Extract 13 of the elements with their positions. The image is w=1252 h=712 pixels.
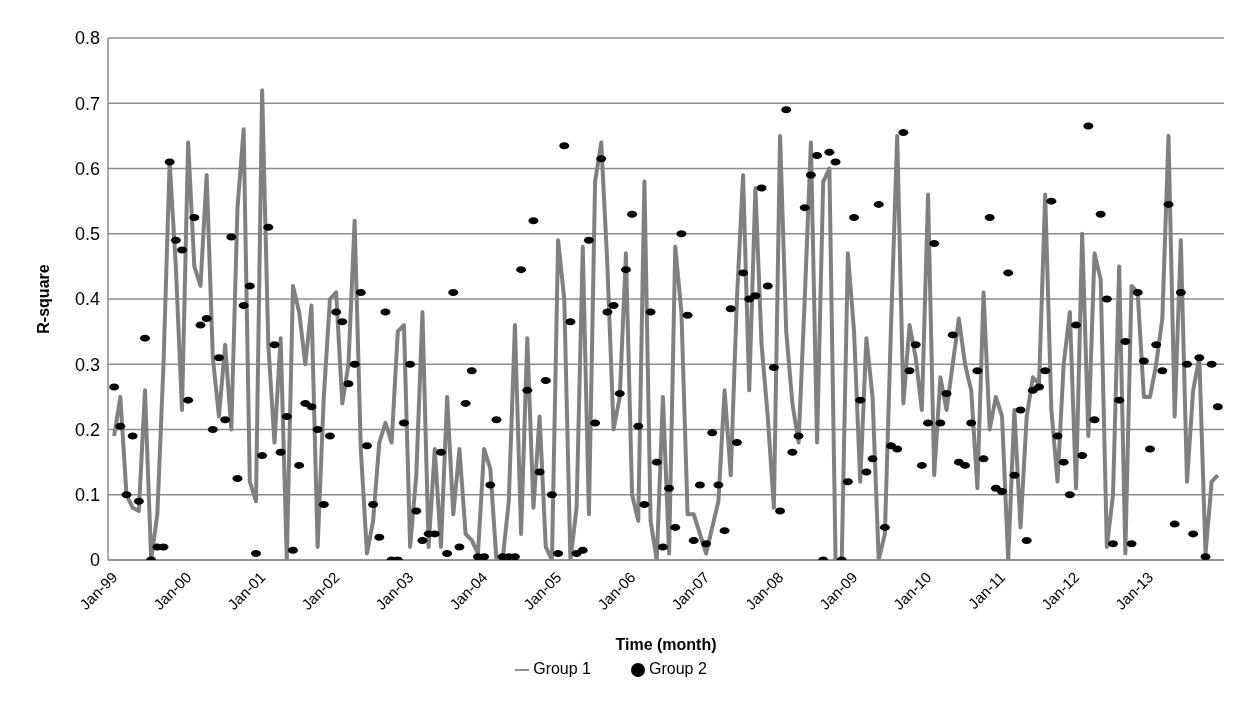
legend-label: Group 1 [533,660,591,677]
y-tick-label: 0.4 [74,289,100,310]
y-tick-label: 0 [89,550,100,571]
y-tick-label: 0.8 [74,28,100,49]
y-tick-label: 0.2 [74,419,100,440]
y-tick-label: 0.1 [74,485,100,506]
y-axis-title: R-square [34,264,52,334]
y-tick-label: 0.5 [74,224,100,245]
legend-label: Group 2 [649,660,707,677]
y-tick-label: 0.6 [74,158,100,179]
y-tick-label: 0.3 [74,354,100,375]
x-axis-title: Time (month) [615,636,717,653]
y-tick-label: 0.7 [74,93,100,114]
